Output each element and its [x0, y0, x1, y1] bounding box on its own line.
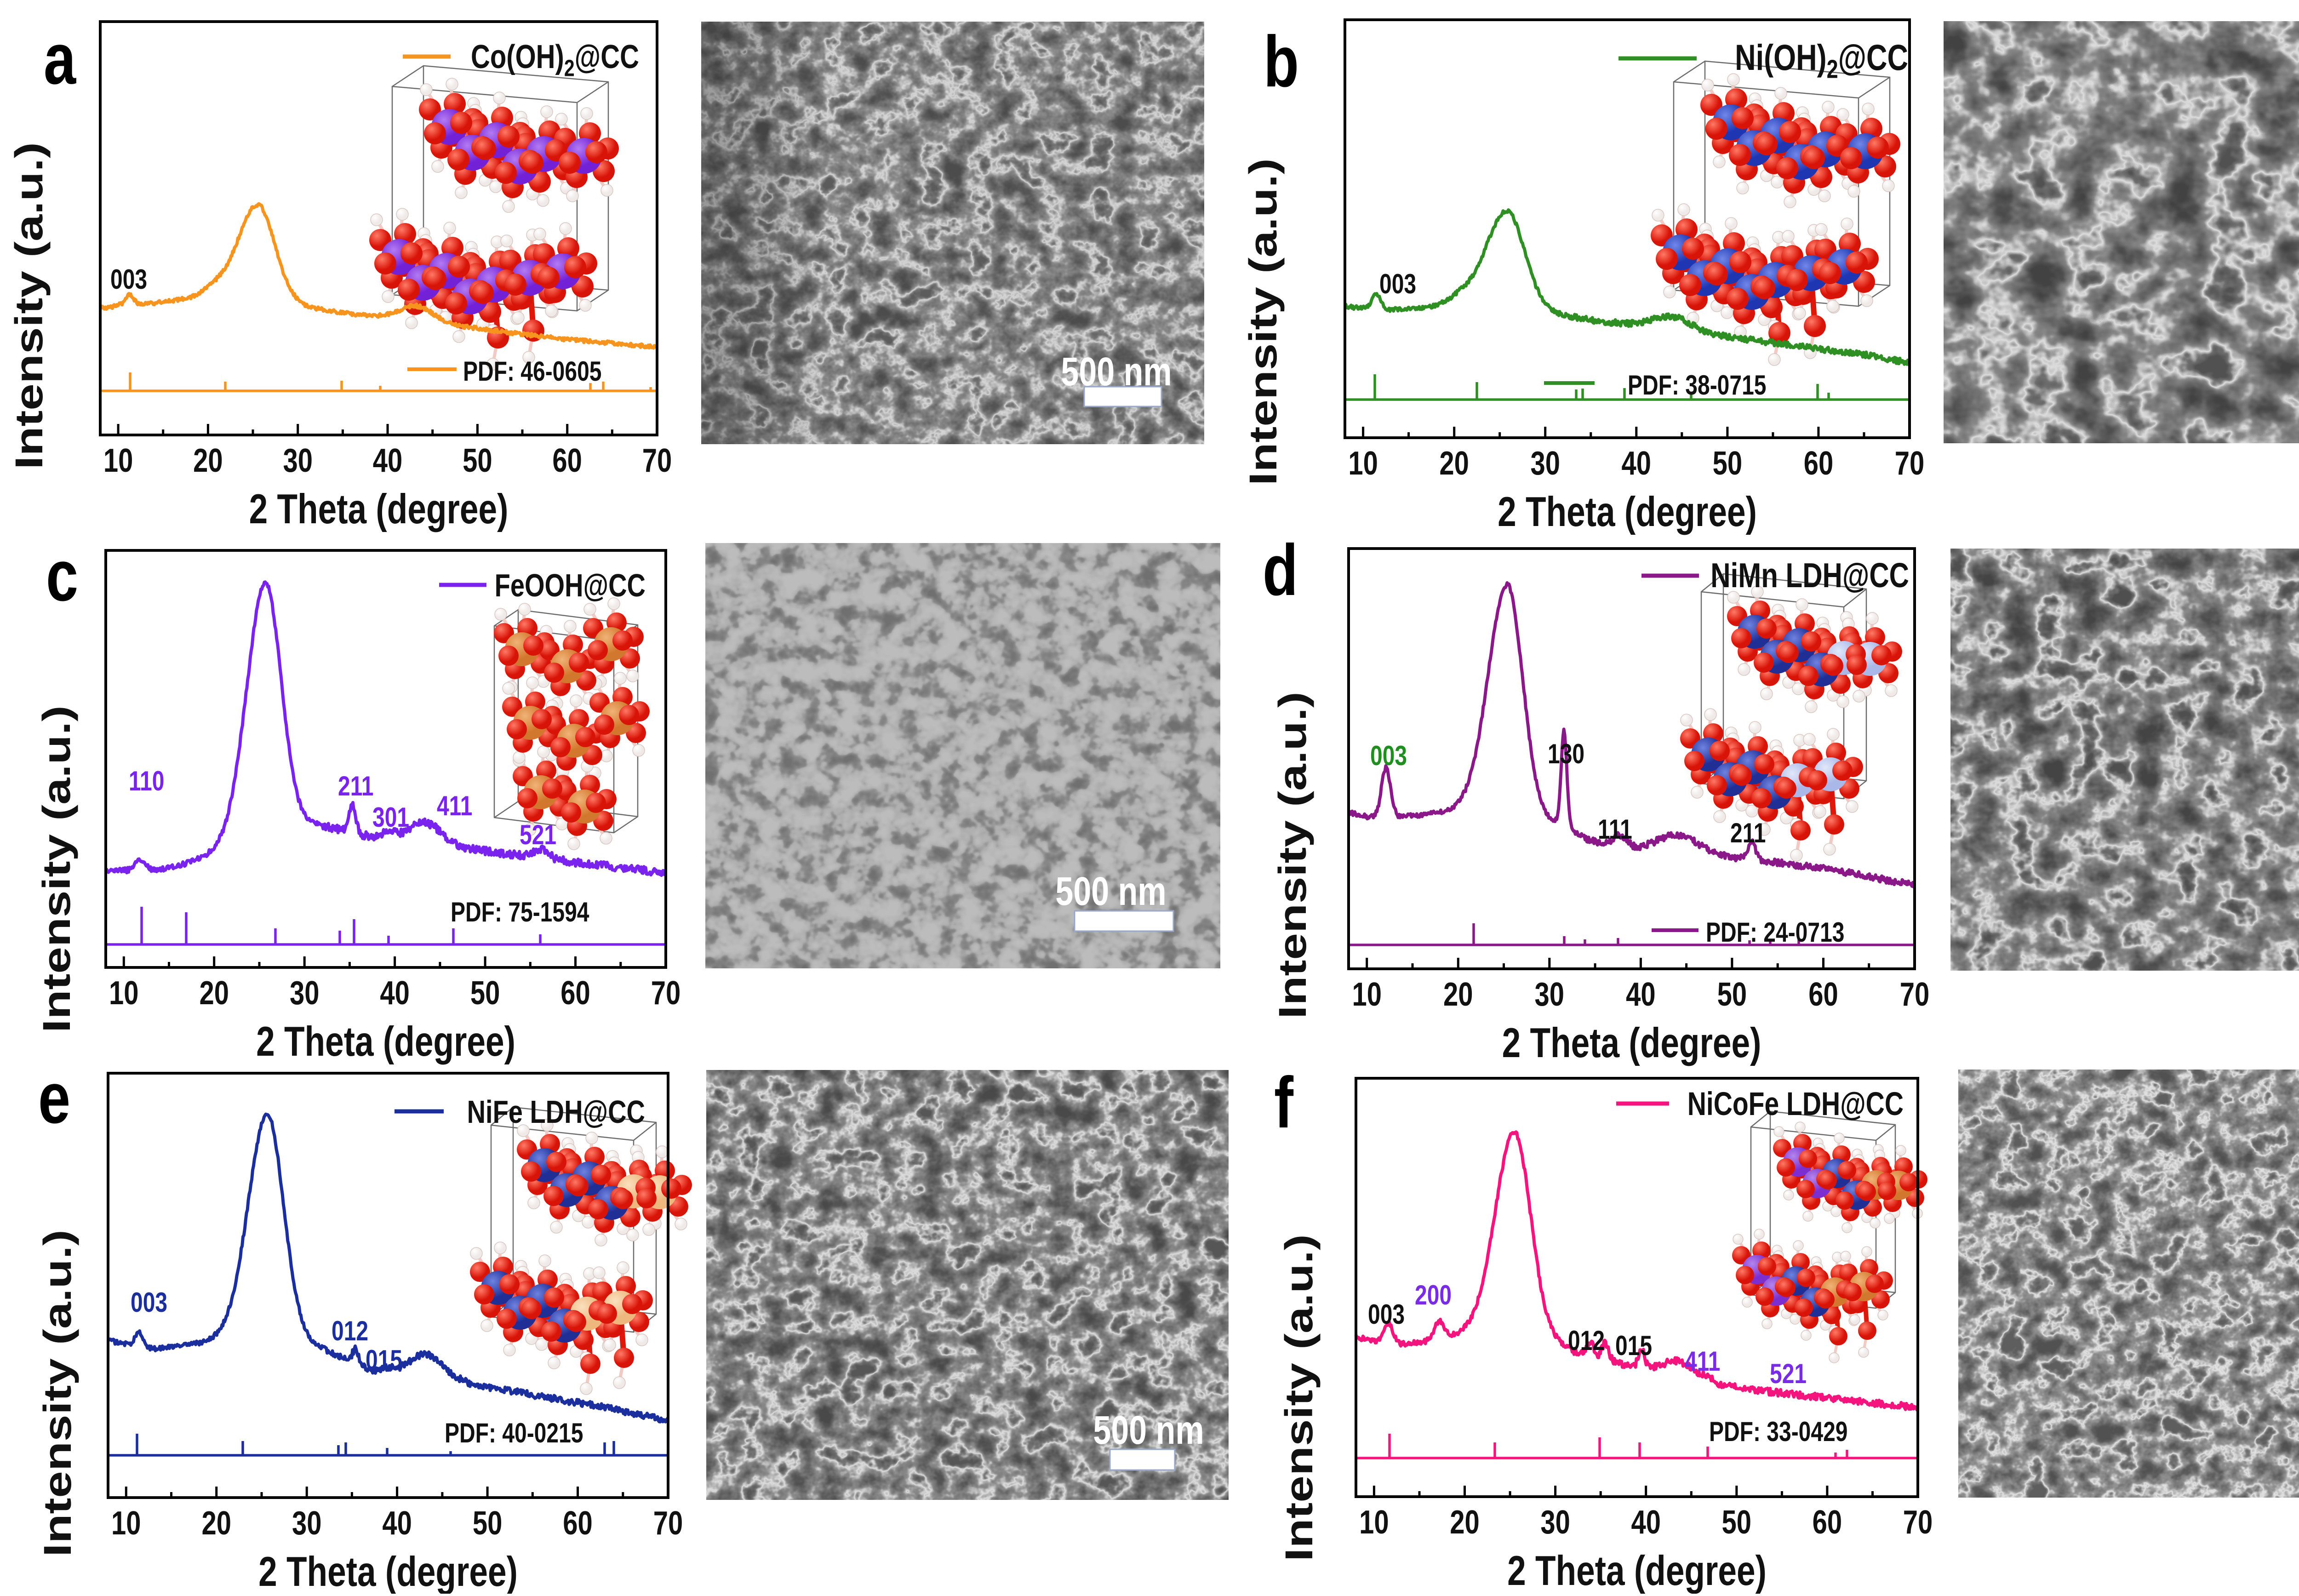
- svg-text:2 Theta (degree): 2 Theta (degree): [258, 1548, 518, 1594]
- svg-text:521: 521: [520, 819, 556, 850]
- svg-text:211: 211: [338, 771, 373, 801]
- svg-text:30: 30: [1530, 445, 1560, 482]
- svg-text:20: 20: [1450, 1504, 1480, 1541]
- svg-text:40: 40: [380, 974, 410, 1012]
- svg-text:20: 20: [1443, 976, 1473, 1013]
- svg-text:NiCoFe LDH@CC: NiCoFe LDH@CC: [1687, 1086, 1904, 1122]
- svg-text:PDF: 38-0715: PDF: 38-0715: [1628, 370, 1766, 400]
- svg-text:50: 50: [473, 1504, 503, 1542]
- svg-text:60: 60: [560, 974, 590, 1012]
- svg-text:40: 40: [373, 442, 403, 479]
- svg-text:60: 60: [1813, 1504, 1842, 1541]
- svg-text:d: d: [1263, 530, 1298, 611]
- svg-text:Intensity (a.u.): Intensity (a.u.): [1278, 1234, 1321, 1562]
- svg-text:30: 30: [292, 1504, 322, 1542]
- svg-text:10: 10: [1352, 976, 1382, 1013]
- svg-text:10: 10: [1359, 1504, 1389, 1541]
- svg-text:60: 60: [563, 1504, 593, 1542]
- svg-text:20: 20: [1439, 445, 1469, 482]
- svg-text:110: 110: [129, 766, 164, 796]
- svg-text:012: 012: [332, 1316, 368, 1346]
- svg-text:500 nm: 500 nm: [1061, 349, 1172, 394]
- svg-text:70: 70: [1895, 445, 1925, 482]
- svg-text:012: 012: [1568, 1325, 1605, 1356]
- svg-text:521: 521: [1770, 1358, 1807, 1389]
- svg-text:003: 003: [131, 1287, 167, 1318]
- svg-text:Ni(OH)2@CC: Ni(OH)2@CC: [1735, 37, 1908, 83]
- svg-text:PDF: 46-0605: PDF: 46-0605: [463, 356, 601, 387]
- svg-text:20: 20: [199, 974, 229, 1012]
- svg-text:50: 50: [463, 442, 492, 479]
- svg-text:2 Theta (degree): 2 Theta (degree): [1502, 1019, 1761, 1066]
- svg-text:003: 003: [1370, 740, 1407, 771]
- svg-text:200: 200: [1415, 1280, 1452, 1310]
- svg-text:60: 60: [1808, 976, 1838, 1013]
- svg-text:015: 015: [1615, 1330, 1652, 1361]
- svg-text:003: 003: [1368, 1299, 1405, 1330]
- svg-text:50: 50: [470, 974, 500, 1012]
- svg-text:015: 015: [366, 1344, 402, 1375]
- svg-text:60: 60: [552, 442, 582, 479]
- svg-text:a: a: [44, 19, 77, 100]
- svg-text:301: 301: [372, 802, 409, 833]
- svg-text:PDF: 40-0215: PDF: 40-0215: [445, 1418, 583, 1448]
- svg-text:211: 211: [1730, 818, 1766, 848]
- svg-text:b: b: [1264, 22, 1299, 103]
- svg-text:50: 50: [1713, 445, 1743, 482]
- svg-text:Intensity (a.u.): Intensity (a.u.): [8, 142, 51, 469]
- svg-text:003: 003: [1379, 269, 1416, 299]
- svg-text:411: 411: [1685, 1346, 1720, 1377]
- svg-text:10: 10: [111, 1504, 141, 1542]
- svg-text:Intensity (a.u.): Intensity (a.u.): [35, 705, 79, 1033]
- svg-text:50: 50: [1722, 1504, 1752, 1541]
- svg-text:60: 60: [1804, 445, 1834, 482]
- svg-text:70: 70: [1900, 976, 1930, 1013]
- svg-text:30: 30: [290, 974, 320, 1012]
- svg-text:500 nm: 500 nm: [1055, 868, 1166, 913]
- svg-text:NiMn LDH@CC: NiMn LDH@CC: [1710, 557, 1909, 595]
- svg-text:70: 70: [653, 1504, 683, 1542]
- svg-text:50: 50: [1717, 976, 1747, 1013]
- svg-text:30: 30: [283, 442, 313, 479]
- svg-text:20: 20: [201, 1504, 231, 1542]
- svg-text:70: 70: [642, 442, 672, 479]
- svg-text:111: 111: [1598, 814, 1632, 845]
- svg-text:PDF: 75-1594: PDF: 75-1594: [451, 897, 589, 927]
- svg-text:NiFe LDH@CC: NiFe LDH@CC: [467, 1094, 645, 1130]
- svg-text:40: 40: [382, 1504, 412, 1542]
- svg-text:Intensity (a.u.): Intensity (a.u.): [1242, 158, 1285, 486]
- svg-text:003: 003: [110, 264, 147, 295]
- svg-text:PDF: 33-0429: PDF: 33-0429: [1709, 1416, 1847, 1447]
- svg-text:40: 40: [1622, 445, 1652, 482]
- svg-text:Intensity (a.u.): Intensity (a.u.): [1271, 692, 1315, 1019]
- svg-text:PDF: 24-0713: PDF: 24-0713: [1706, 917, 1844, 948]
- svg-text:130: 130: [1548, 738, 1584, 769]
- svg-text:2 Theta (degree): 2 Theta (degree): [249, 485, 509, 532]
- svg-text:2 Theta (degree): 2 Theta (degree): [256, 1018, 515, 1065]
- svg-text:Co(OH)2@CC: Co(OH)2@CC: [471, 38, 639, 81]
- svg-text:40: 40: [1631, 1504, 1661, 1541]
- svg-text:2 Theta (degree): 2 Theta (degree): [1507, 1547, 1767, 1594]
- svg-text:2 Theta (degree): 2 Theta (degree): [1498, 488, 1757, 535]
- svg-text:40: 40: [1626, 976, 1656, 1013]
- svg-text:c: c: [46, 536, 78, 617]
- svg-text:30: 30: [1540, 1504, 1570, 1541]
- svg-text:e: e: [38, 1058, 70, 1139]
- svg-text:30: 30: [1535, 976, 1565, 1013]
- svg-text:20: 20: [193, 442, 223, 479]
- svg-text:70: 70: [1903, 1504, 1933, 1541]
- svg-text:70: 70: [651, 974, 681, 1012]
- svg-text:411: 411: [437, 790, 472, 821]
- svg-text:10: 10: [1348, 445, 1378, 482]
- svg-text:FeOOH@CC: FeOOH@CC: [495, 568, 646, 603]
- svg-text:10: 10: [109, 974, 139, 1012]
- svg-text:10: 10: [103, 442, 133, 479]
- svg-text:f: f: [1274, 1063, 1293, 1144]
- svg-text:Intensity (a.u.): Intensity (a.u.): [36, 1230, 80, 1557]
- svg-text:500 nm: 500 nm: [1093, 1407, 1204, 1452]
